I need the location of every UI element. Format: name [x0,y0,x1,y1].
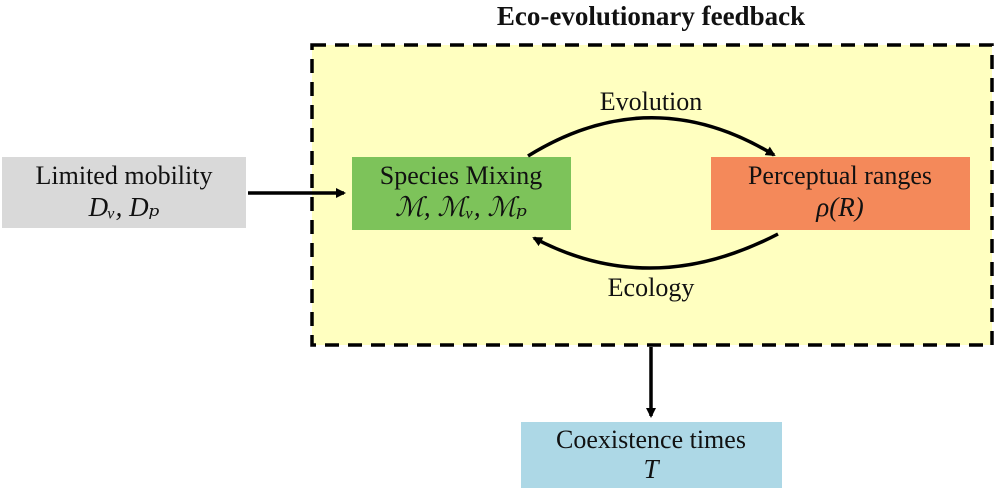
node-math: T [643,454,660,484]
mobility-box [2,157,246,228]
node-label: Species Mixing [380,161,543,190]
arrow [527,116,776,158]
node-math: ℳ, ℳᵥ, ℳₚ [395,192,527,222]
mixing-box [352,157,571,230]
node-math: Dᵥ, Dₚ [88,192,160,222]
node-math: ρ(R) [815,192,863,222]
node-label: Perceptual ranges [748,161,932,190]
diagram-title: Eco-evolutionary feedback [497,1,805,31]
arrow [532,232,779,270]
coexistence-box [521,422,782,488]
perceptual-box [711,157,970,230]
edge-label: Ecology [608,273,695,302]
node-label: Limited mobility [36,161,213,190]
edge-label: Evolution [600,87,703,116]
node-label: Coexistence times [556,425,746,454]
